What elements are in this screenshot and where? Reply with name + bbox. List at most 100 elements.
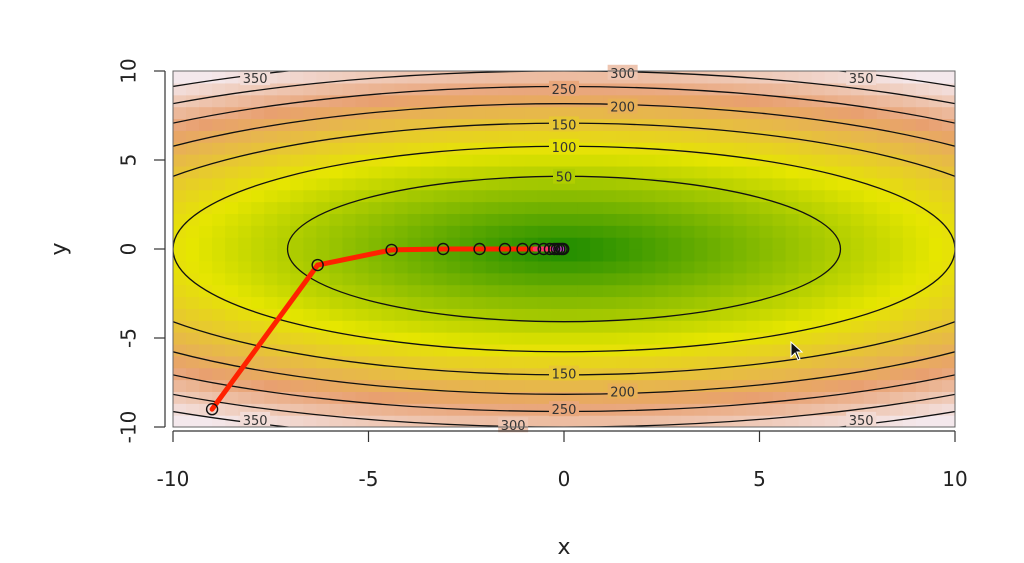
heatmap-cell <box>681 260 695 274</box>
heatmap-cell <box>394 284 409 298</box>
heatmap-cell <box>681 296 695 309</box>
heatmap-cell <box>590 225 604 238</box>
heatmap-cell <box>577 154 591 167</box>
heatmap-cell <box>277 225 291 238</box>
heatmap-cell <box>798 367 813 381</box>
heatmap-cell <box>603 403 617 416</box>
heatmap-cell <box>251 272 265 286</box>
heatmap-cell <box>199 165 213 179</box>
contour-label: 300 <box>610 67 635 82</box>
heatmap-cell <box>537 343 552 357</box>
heatmap-cell <box>433 379 448 392</box>
heatmap-cell <box>928 130 943 143</box>
heatmap-cell <box>537 130 552 143</box>
heatmap-cell <box>928 272 943 286</box>
heatmap-cell <box>798 343 813 357</box>
heatmap-cell <box>707 237 721 250</box>
heatmap-cell <box>277 343 291 357</box>
heatmap-cell <box>798 94 813 108</box>
heatmap-cell <box>303 415 317 427</box>
heatmap-cell <box>550 154 565 167</box>
heatmap-cell <box>590 130 604 143</box>
heatmap-cell <box>564 71 578 84</box>
heatmap-cell <box>212 284 226 298</box>
heatmap-cell <box>407 225 422 238</box>
heatmap-cell <box>889 213 904 226</box>
heatmap-cell <box>915 177 930 191</box>
heatmap-cell <box>277 403 291 416</box>
heatmap-cell <box>707 272 721 286</box>
heatmap-cell <box>564 213 578 226</box>
heatmap-cell <box>707 71 721 84</box>
heatmap-cell <box>824 308 839 321</box>
heatmap-cell <box>511 260 526 274</box>
heatmap-cell <box>498 130 513 143</box>
heatmap-cell <box>498 355 513 369</box>
heatmap-cell <box>811 415 826 427</box>
heatmap-cell <box>446 332 461 345</box>
heatmap-cell <box>850 391 865 404</box>
heatmap-cell <box>277 154 291 167</box>
heatmap-cell <box>772 142 787 155</box>
heatmap-cell <box>902 249 917 262</box>
heatmap-cell <box>655 367 669 381</box>
heatmap-cell <box>941 189 955 203</box>
heatmap-cell <box>290 391 304 404</box>
heatmap-cell <box>707 118 721 131</box>
heatmap-cell <box>420 296 435 309</box>
heatmap-cell <box>837 142 852 155</box>
heatmap-cell <box>173 71 187 84</box>
y-tick-label: 10 <box>117 58 141 83</box>
heatmap-cell <box>212 249 226 262</box>
heatmap-cell <box>264 142 278 155</box>
heatmap-cell <box>876 142 891 155</box>
heatmap-cell <box>342 343 357 357</box>
heatmap-cell <box>824 237 839 250</box>
heatmap-cell <box>407 284 422 298</box>
heatmap-cell <box>238 260 252 274</box>
heatmap-cell <box>537 379 552 392</box>
heatmap-cell <box>316 142 330 155</box>
heatmap-cell <box>811 201 826 214</box>
heatmap-cell <box>863 106 878 120</box>
heatmap-cell <box>537 284 552 298</box>
heatmap-cell <box>264 213 278 226</box>
heatmap-cell <box>446 391 461 404</box>
heatmap-cell <box>173 154 187 167</box>
heatmap-cell <box>498 320 513 333</box>
heatmap-cell <box>668 225 682 238</box>
heatmap-cell <box>564 260 578 274</box>
heatmap-cell <box>407 142 422 155</box>
heatmap-cell <box>498 165 513 179</box>
heatmap-cell <box>290 213 304 226</box>
heatmap-cell <box>212 154 226 167</box>
heatmap-cell <box>941 355 955 369</box>
heatmap-cell <box>850 165 865 179</box>
heatmap-cell <box>798 189 813 203</box>
heatmap-cell <box>329 403 344 416</box>
heatmap-cell <box>316 177 330 191</box>
heatmap-cell <box>355 415 370 427</box>
heatmap-cell <box>564 237 578 250</box>
heatmap-cell <box>798 177 813 191</box>
heatmap-cell <box>642 367 656 381</box>
heatmap-cell <box>902 272 917 286</box>
heatmap-cell <box>355 308 370 321</box>
heatmap-cell <box>381 403 396 416</box>
heatmap-cell <box>876 367 891 381</box>
heatmap-cell <box>915 391 930 404</box>
heatmap-cell <box>824 367 839 381</box>
heatmap-cell <box>433 260 448 274</box>
heatmap-cell <box>173 367 187 381</box>
heatmap-cell <box>837 154 852 167</box>
heatmap-cell <box>511 130 526 143</box>
heatmap-cell <box>850 260 865 274</box>
heatmap-cell <box>368 284 383 298</box>
heatmap-cell <box>186 343 200 357</box>
heatmap-cell <box>537 177 552 191</box>
heatmap-cell <box>824 415 839 427</box>
heatmap-cell <box>225 225 239 238</box>
heatmap-cell <box>368 82 383 96</box>
heatmap-cell <box>238 343 252 357</box>
heatmap-cell <box>537 165 552 179</box>
